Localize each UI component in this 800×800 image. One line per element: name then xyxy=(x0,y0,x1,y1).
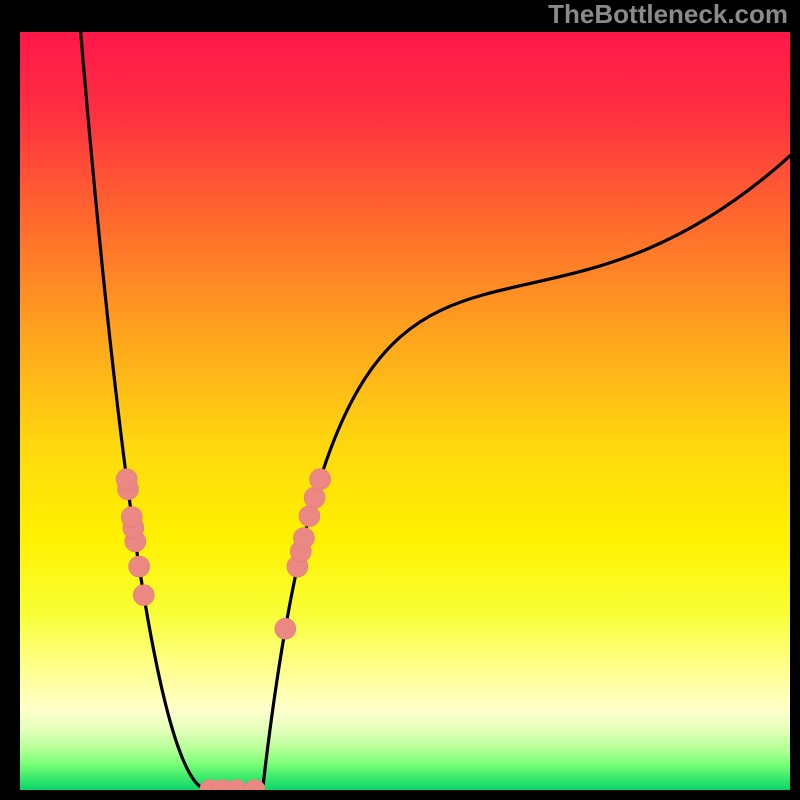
data-point xyxy=(299,506,320,527)
data-point xyxy=(129,556,150,577)
data-point xyxy=(304,487,325,508)
plot-background xyxy=(20,32,790,790)
data-point xyxy=(133,585,154,606)
watermark-text: TheBottleneck.com xyxy=(548,0,788,29)
data-point xyxy=(121,507,142,528)
data-point xyxy=(275,618,296,639)
data-point xyxy=(293,528,314,549)
data-point xyxy=(310,469,331,490)
bottleneck-chart xyxy=(0,0,800,800)
data-point xyxy=(244,780,265,800)
data-point xyxy=(116,469,137,490)
data-point xyxy=(226,780,247,800)
